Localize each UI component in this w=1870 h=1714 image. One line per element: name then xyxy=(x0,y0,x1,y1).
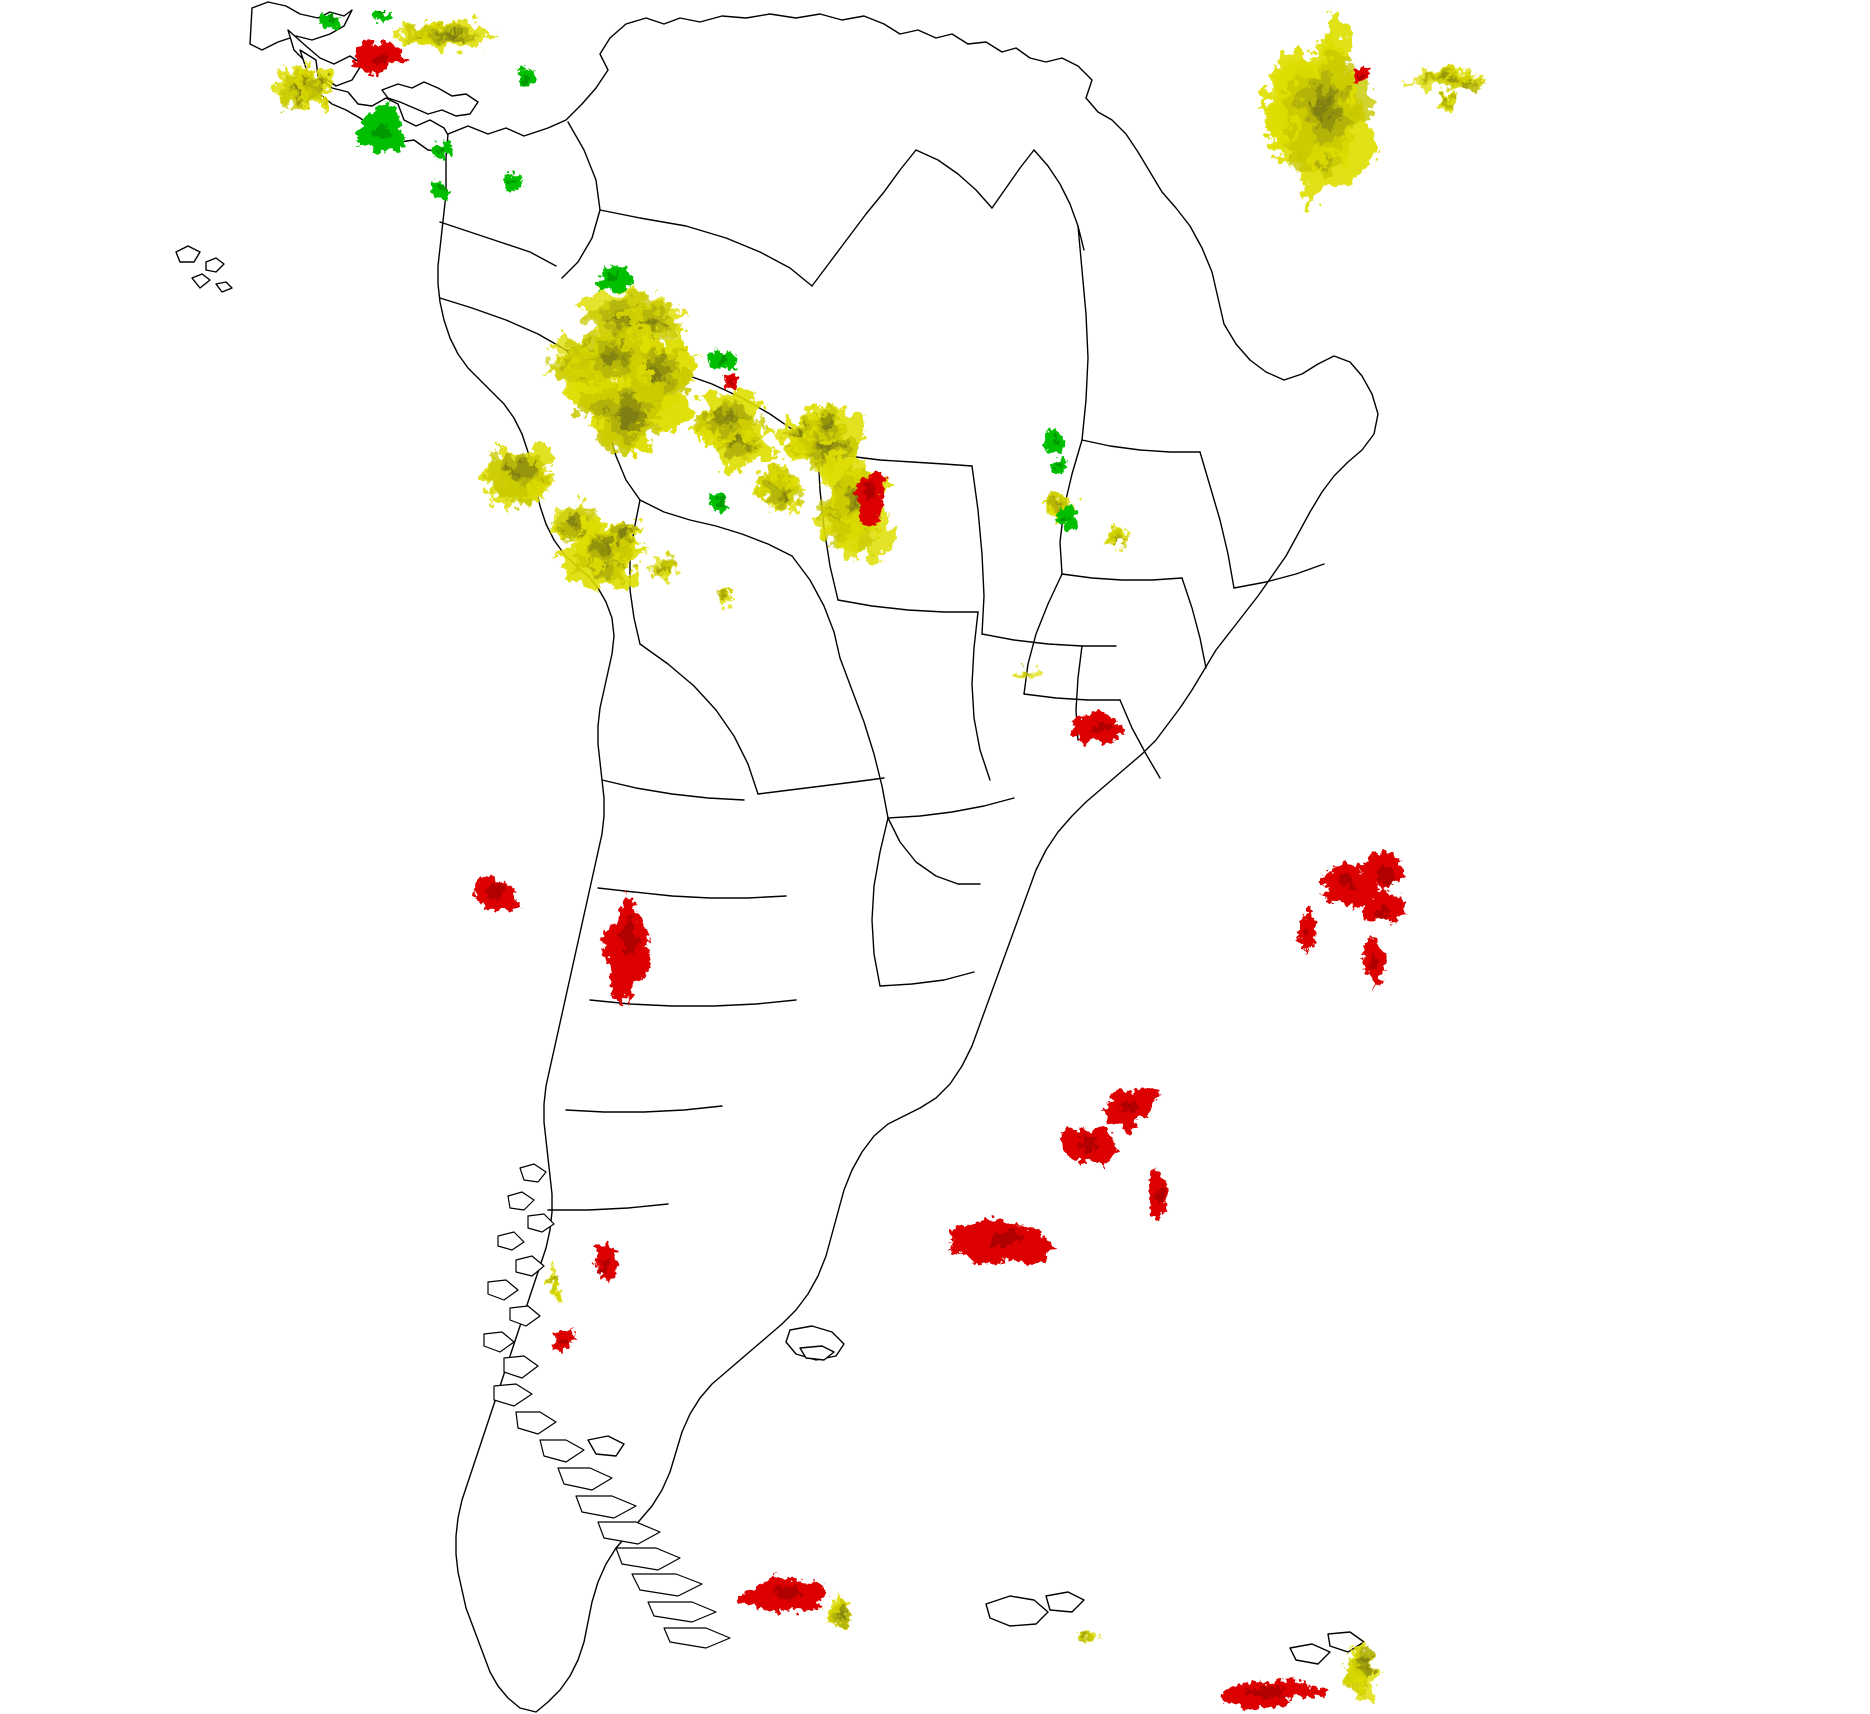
blob-bottom-right-red xyxy=(1221,1679,1331,1711)
blob-bolivia-altiplano xyxy=(553,510,648,594)
blob-amazonas-red-dot xyxy=(723,374,740,390)
blob-honduras-patch xyxy=(372,9,392,24)
blob-atlantic-red-streak-2 xyxy=(1362,933,1388,989)
blob-lesser-antilles-cluster xyxy=(1260,10,1380,212)
blob-atlantic-ne-red-1 xyxy=(1320,860,1378,908)
blob-panama-patch xyxy=(356,101,406,156)
blob-atlantic-south-red-3 xyxy=(1147,1166,1168,1222)
blob-atlantic-south-red-4 xyxy=(948,1218,1059,1267)
red-occurrence-blobs xyxy=(351,40,1406,1711)
blob-colombia-andes-dot xyxy=(430,180,451,201)
blob-antilles-red-dot xyxy=(1352,64,1371,84)
blob-mato-grosso-red xyxy=(854,470,887,528)
blob-colombia-north-dot xyxy=(516,67,537,88)
blob-patagonia-strip xyxy=(547,1259,562,1301)
blob-bahia-green-south xyxy=(1055,503,1078,532)
blob-atlantic-ne-red-2 xyxy=(1358,851,1406,892)
blob-costa-rica-pacific xyxy=(273,63,334,112)
blob-andes-central-red xyxy=(603,892,651,1007)
blob-atlantic-south-red-2 xyxy=(1060,1124,1120,1167)
blob-venezuela-dot xyxy=(430,141,454,160)
green-occurrence-blobs xyxy=(319,9,1078,532)
blob-mato-grosso-west xyxy=(773,402,865,485)
blob-colombia-amazon-patch xyxy=(598,264,635,295)
blob-acre-lobe xyxy=(537,323,657,398)
blob-patagonia-red xyxy=(594,1243,619,1281)
blob-antilles-east-dot xyxy=(1437,91,1460,110)
blob-south-georgia-dot xyxy=(1076,1626,1098,1642)
blob-amazonas-patch xyxy=(705,349,739,371)
blob-la-paz-small xyxy=(648,554,682,581)
blob-costa-rica-red xyxy=(351,40,408,75)
blob-atlantic-south-red-1 xyxy=(1100,1088,1161,1134)
blob-falkland-yellow xyxy=(823,1593,852,1632)
blob-bottom-right-yellow xyxy=(1344,1639,1377,1700)
blob-nicaragua-patch xyxy=(319,14,342,32)
blob-venezuela-west-dot xyxy=(499,174,525,190)
blob-tierra-del-fuego-red xyxy=(552,1328,577,1353)
blob-antilles-east-streak xyxy=(1403,67,1486,92)
blob-falkland-red xyxy=(737,1574,827,1612)
blob-bahia-east-dot xyxy=(1105,528,1129,548)
blob-atlantic-red-streak xyxy=(1297,907,1316,955)
blob-bahia-green-upper xyxy=(1042,429,1066,456)
blob-goias-dot xyxy=(1013,666,1040,682)
blob-caribbean-north-streak xyxy=(393,19,497,50)
blob-southern-peru xyxy=(477,440,558,509)
blob-rondonia-lobe xyxy=(687,389,781,472)
country-borders xyxy=(175,1,1379,1713)
blob-bahia-green-lower xyxy=(1050,457,1069,475)
blob-rondonia-green xyxy=(710,492,728,513)
blob-beni-lobe xyxy=(751,461,808,516)
blob-sao-paulo-red xyxy=(1068,707,1126,745)
olive-density-blobs xyxy=(273,10,1486,1700)
blob-bolivia-south-dot xyxy=(716,586,736,610)
blob-chile-coast-red xyxy=(472,874,521,912)
blob-atlantic-ne-red-3 xyxy=(1361,889,1406,925)
